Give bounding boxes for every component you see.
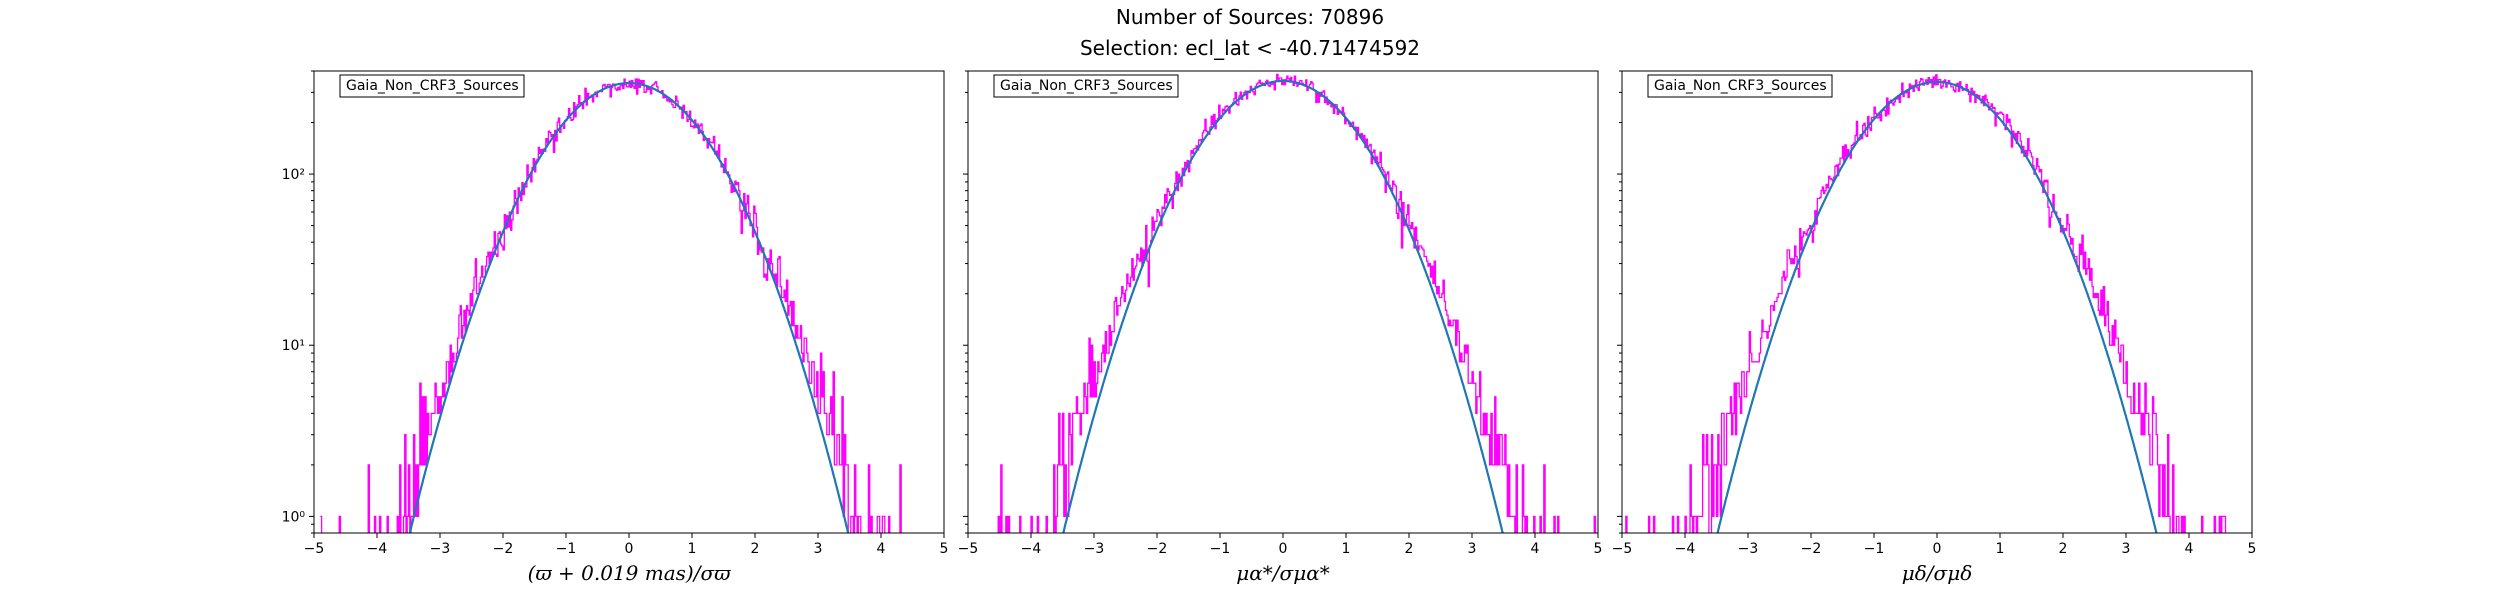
gaussian-fit-line	[1716, 80, 2158, 533]
x-tick-label: 5	[940, 541, 949, 557]
legend-box	[339, 74, 525, 98]
axes-frame	[313, 70, 945, 534]
axis-ticks: −5 −4 −3 −2 −1 0 1 2 3 4 5	[1612, 70, 2257, 557]
plot-area	[320, 78, 902, 533]
x-tick-label: −1	[1210, 541, 1231, 557]
legend-box	[1647, 74, 1833, 98]
histogram-series	[1625, 74, 2227, 533]
panel-pmra: −5 −4 −3 −2 −1 0 1 2 3 4 5 Gaia_Non_CRF3_Sources μ…	[958, 70, 1603, 585]
x-tick-label: −1	[556, 541, 577, 557]
x-tick-label: −2	[1147, 541, 1168, 557]
legend: Gaia_Non_CRF3_Sources	[1647, 74, 1833, 98]
gaussian-fit-line	[408, 82, 850, 533]
axis-ticks: −5 −4 −3 −2 −1 0 1 2 3 4 5	[958, 70, 1603, 557]
y-tick-label: 10²	[282, 167, 305, 183]
gaussian-fit-line	[1062, 79, 1504, 533]
x-tick-label: −2	[1801, 541, 1822, 557]
x-tick-label: −2	[493, 541, 514, 557]
x-tick-label: 2	[2059, 541, 2068, 557]
x-tick-label: 5	[1594, 541, 1603, 557]
x-tick-label: −1	[1864, 541, 1885, 557]
x-tick-label: 0	[1933, 541, 1942, 557]
x-tick-label: 1	[1996, 541, 2005, 557]
x-tick-label: −4	[1675, 541, 1696, 557]
x-tick-label: 3	[1468, 541, 1477, 557]
x-axis-label: μδ/σμδ	[1902, 561, 1972, 585]
x-tick-label: −3	[430, 541, 451, 557]
x-tick-label: 5	[2248, 541, 2257, 557]
x-tick-label: −3	[1084, 541, 1105, 557]
histogram-series	[320, 78, 902, 533]
x-tick-label: 1	[1342, 541, 1351, 557]
x-axis-label: μα*/σμα*	[1236, 561, 1329, 585]
x-tick-label: −4	[367, 541, 388, 557]
x-axis-label: (ϖ + 0.019 mas)/σϖ	[528, 561, 732, 585]
x-tick-label: −5	[1612, 541, 1633, 557]
legend: Gaia_Non_CRF3_Sources	[339, 74, 525, 98]
plot-area	[1625, 74, 2227, 533]
legend-label: Gaia_Non_CRF3_Sources	[1654, 78, 1827, 94]
x-tick-label: −5	[304, 541, 325, 557]
x-tick-label: 4	[1531, 541, 1540, 557]
x-tick-label: 2	[1405, 541, 1414, 557]
x-tick-label: −4	[1021, 541, 1042, 557]
legend-box	[993, 74, 1179, 98]
legend: Gaia_Non_CRF3_Sources	[993, 74, 1179, 98]
x-tick-label: −3	[1738, 541, 1759, 557]
x-tick-label: 3	[2122, 541, 2131, 557]
panel-pmdec: −5 −4 −3 −2 −1 0 1 2 3 4 5 Gaia_Non_CRF3_Sources μ…	[1612, 70, 2257, 585]
x-tick-label: 2	[751, 541, 760, 557]
plot-area	[997, 73, 1597, 533]
y-tick-label: 10¹	[282, 338, 305, 354]
x-tick-label: 1	[688, 541, 697, 557]
y-tick-label: 10⁰	[282, 509, 306, 525]
x-tick-label: −5	[958, 541, 979, 557]
legend-label: Gaia_Non_CRF3_Sources	[1000, 78, 1173, 94]
x-tick-label: 0	[625, 541, 634, 557]
axis-ticks: −5 −4 −3 −2 −1 0 1 2 3 4 5 10⁰ 10¹ 10²	[282, 70, 949, 557]
x-tick-label: 4	[877, 541, 886, 557]
figure-title-line2: Selection: ecl_lat < -40.71474592	[1080, 36, 1420, 60]
x-tick-label: 4	[2185, 541, 2194, 557]
figure-title-line1: Number of Sources: 70896	[1116, 5, 1384, 29]
histogram-series	[997, 73, 1597, 533]
x-tick-label: 3	[814, 541, 823, 557]
panel-parallax: −5 −4 −3 −2 −1 0 1 2 3 4 5 10⁰ 10¹ 10² Gaia_Non_CRF3_…	[282, 70, 949, 585]
x-tick-label: 0	[1279, 541, 1288, 557]
legend-label: Gaia_Non_CRF3_Sources	[346, 78, 519, 94]
